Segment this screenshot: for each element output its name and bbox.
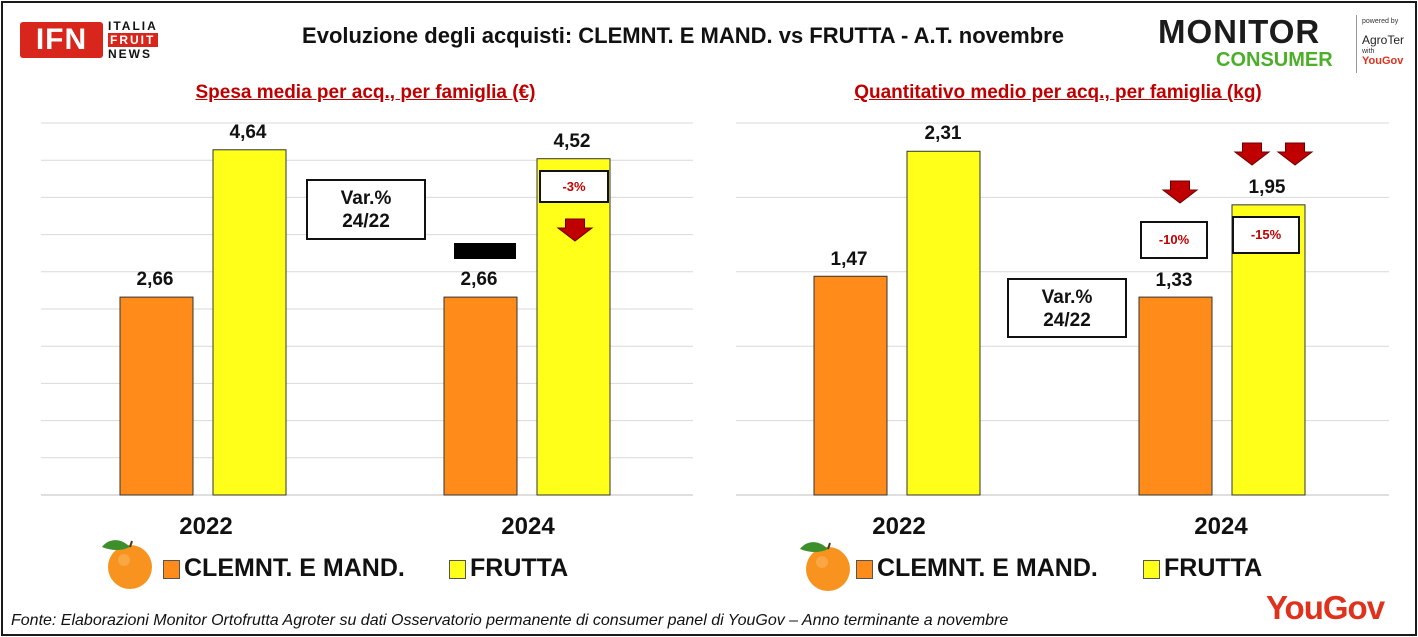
ifn-logo-line1: ITALIA xyxy=(108,19,158,33)
legend-label-frutta: FRUTTA xyxy=(470,554,569,582)
flat-variation-marker xyxy=(454,243,516,259)
left-year-2024: 2024 xyxy=(501,513,555,540)
left-bar-frutta-2022 xyxy=(212,149,287,496)
right-bar-clem-2024 xyxy=(1138,296,1213,496)
with-text: with xyxy=(1362,48,1375,55)
left-bar-clem-2024 xyxy=(443,296,518,496)
consumer-logo-text: CONSUMER xyxy=(1216,49,1333,71)
legend-label-clementine: CLEMNT. E MAND. xyxy=(184,554,405,582)
left-chart-title: Spesa media per acq., per famiglia (€) xyxy=(195,82,536,103)
down-arrow-icon xyxy=(556,218,594,242)
ifn-logo-mark: IFN xyxy=(20,22,103,58)
logo-separator xyxy=(1356,15,1357,73)
left-bar-clem-2022-label: 2,66 xyxy=(136,269,174,290)
right-bar-frutta-2024-label: 1,95 xyxy=(1248,177,1286,198)
ifn-logo: IFN ITALIA FRUIT NEWS xyxy=(20,19,165,63)
right-bar-frutta-2022 xyxy=(906,150,981,496)
monitor-consumer-logo: MONITOR CONSUMER powered by AgroTer with… xyxy=(1158,13,1410,75)
left-year-2022: 2022 xyxy=(179,513,233,540)
agroter-logo-text: AgroTer xyxy=(1362,33,1405,47)
right-clem-variation: -10% xyxy=(1140,221,1208,259)
right-bar-clem-2024-label: 1,33 xyxy=(1155,270,1193,291)
ifn-logo-text: ITALIA FRUIT NEWS xyxy=(108,19,158,61)
left-bar-clem-2022 xyxy=(119,296,194,496)
left-frutta-variation: -3% xyxy=(539,170,609,203)
right-year-2024: 2024 xyxy=(1194,513,1248,540)
monitor-logo-text: MONITOR xyxy=(1158,13,1321,50)
legend-label-frutta: FRUTTA xyxy=(1164,554,1263,582)
right-bar-clem-2022 xyxy=(813,275,888,496)
left-bar-frutta-2024-label: 4,52 xyxy=(553,131,591,152)
powered-by-text: powered by xyxy=(1362,18,1399,25)
right-bar-frutta-2022-label: 2,31 xyxy=(924,123,962,144)
orange-fruit-icon xyxy=(800,542,850,591)
source-note: Fonte: Elaborazioni Monitor Ortofrutta A… xyxy=(11,612,1009,629)
charts-canvas xyxy=(41,122,1389,496)
right-bar-clem-2022-label: 1,47 xyxy=(830,249,868,270)
down-arrow-icon xyxy=(1161,180,1199,204)
left-bar-frutta-2022-label: 4,64 xyxy=(229,122,267,143)
main-title: Evoluzione degli acquisti: CLEMNT. E MAN… xyxy=(302,23,1064,48)
left-bar-clem-2024-label: 2,66 xyxy=(460,269,498,290)
left-bar-frutta-2024 xyxy=(536,158,611,496)
ifn-logo-line2: FRUIT xyxy=(108,33,158,47)
left-variation-box: Var.% 24/22 xyxy=(306,179,426,240)
down-arrow-icon xyxy=(1276,142,1314,166)
legend-swatch-frutta xyxy=(1143,560,1160,579)
right-year-2022: 2022 xyxy=(872,513,926,540)
ifn-logo-line3: NEWS xyxy=(108,47,152,61)
legend-swatch-clementine xyxy=(163,560,180,579)
right-variation-box: Var.% 24/22 xyxy=(1007,278,1127,338)
yougov-small-logo: YouGov xyxy=(1362,55,1404,67)
legend-label-clementine: CLEMNT. E MAND. xyxy=(877,554,1098,582)
right-frutta-variation: -15% xyxy=(1232,216,1300,254)
down-arrow-icon xyxy=(1233,142,1271,166)
yougov-logo: YouGov xyxy=(1266,589,1385,626)
orange-fruit-icon xyxy=(102,540,152,589)
legend-swatch-clementine xyxy=(856,560,873,579)
right-chart-title: Quantitativo medio per acq., per famigli… xyxy=(854,82,1262,103)
legend-swatch-frutta xyxy=(449,560,466,579)
